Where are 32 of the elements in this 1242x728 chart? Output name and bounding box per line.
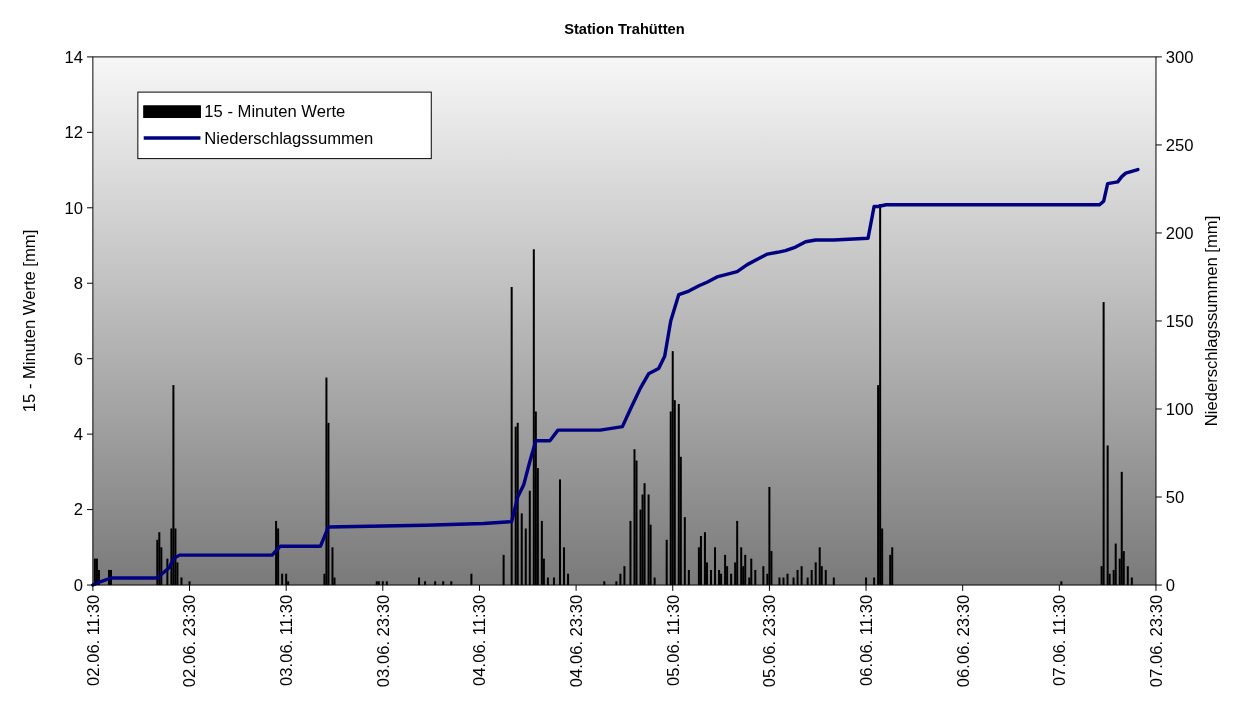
y2-tick-label: 50 (1165, 487, 1185, 507)
y-tick-label: 2 (73, 500, 84, 520)
x-tick-label: 02.06. 23:30 (180, 594, 200, 688)
y2-tick-label: 300 (1165, 47, 1194, 67)
y2-tick-label: 0 (1165, 575, 1176, 595)
chart-title: Station Trahütten (564, 21, 685, 38)
y-tick-label: 0 (73, 575, 84, 595)
legend-label: 15 - Minuten Werte (204, 102, 346, 122)
x-tick-label: 06.06. 23:30 (953, 594, 973, 688)
y-axis-title: 15 - Minuten Werte [mm] (20, 229, 40, 413)
legend-label: Niederschlagssummen (204, 128, 374, 148)
y-tick-label: 8 (73, 274, 84, 294)
y2-tick-label: 200 (1165, 223, 1194, 243)
x-tick-label: 04.06. 11:30 (470, 594, 490, 686)
y-tick-label: 10 (64, 198, 84, 218)
y-tick-label: 6 (73, 349, 84, 369)
x-tick-label: 07.06. 23:30 (1146, 594, 1166, 688)
x-tick-label: 06.06. 11:30 (856, 594, 876, 686)
x-tick-label: 03.06. 23:30 (373, 594, 393, 688)
x-tick-label: 07.06. 11:30 (1050, 594, 1070, 686)
y-tick-label: 4 (73, 424, 84, 444)
y2-tick-label: 100 (1165, 399, 1194, 419)
x-tick-label: 05.06. 23:30 (760, 594, 780, 688)
y2-tick-label: 150 (1165, 311, 1194, 331)
x-tick-label: 03.06. 11:30 (276, 594, 296, 686)
y2-axis-title: Niederschlagssummen [mm] (1201, 215, 1221, 427)
x-tick-label: 02.06. 11:30 (83, 594, 103, 686)
y-tick-label: 12 (64, 123, 84, 143)
x-tick-label: 04.06. 23:30 (566, 594, 586, 688)
y2-tick-label: 250 (1165, 135, 1194, 155)
y-tick-label: 14 (64, 47, 84, 67)
x-tick-label: 05.06. 11:30 (663, 594, 683, 686)
